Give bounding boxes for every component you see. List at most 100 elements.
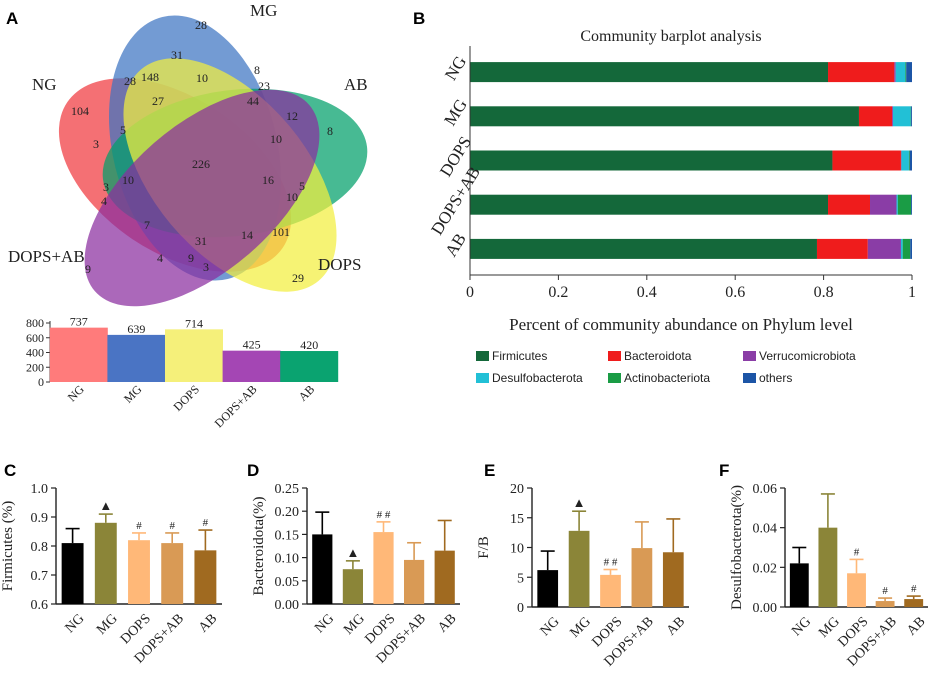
y-tick-label: 0.02 (753, 561, 778, 576)
legend-swatch (743, 351, 756, 361)
x-tick-label: AB (435, 611, 459, 635)
venn-region-value: 28 (124, 74, 136, 88)
stacked-bar-segment (906, 62, 912, 83)
bar (107, 334, 166, 382)
significance-mark: # (136, 520, 142, 532)
x-tick-label: NG (538, 614, 563, 639)
y-tick-label: 10 (510, 542, 524, 557)
y-axis-label: Bacteroidota(%) (251, 496, 267, 595)
bar (568, 530, 590, 607)
venn-region-value: 5 (120, 123, 126, 137)
chart-title: Community barplot analysis (580, 28, 761, 45)
x-tick-label: 0.4 (637, 284, 657, 301)
venn-region-value: 9 (188, 251, 194, 265)
data-label: 639 (127, 322, 145, 336)
stacked-bar-segment (832, 150, 901, 171)
bar (434, 550, 455, 604)
x-tick-label: DOPS (171, 382, 203, 414)
stacked-bar-segment (911, 194, 912, 215)
venn-region-value: 10 (122, 173, 134, 187)
x-tick-label: AB (904, 614, 928, 638)
bar (280, 351, 339, 382)
y-tick-label: 0.00 (753, 601, 778, 616)
y-tick-label: 400 (26, 346, 44, 360)
venn-region-values: 104 28 8 29 9 28 148 31 10 8 23 27 44 12… (71, 18, 333, 285)
x-tick-label: AB (664, 614, 688, 638)
venn-region-value: 23 (258, 79, 270, 93)
bar (312, 534, 333, 604)
legend-label: Desulfobacterota (492, 371, 583, 385)
stacked-bar-segment (858, 106, 893, 127)
bar (94, 522, 117, 604)
x-axis-label: Percent of community abundance on Phylum… (509, 315, 853, 334)
y-category-label: MG (440, 96, 471, 129)
x-tick-label: 0.6 (725, 284, 745, 301)
community-barplot: Community barplot analysisNGMGDOPSDOPS+A… (427, 28, 916, 385)
bar (194, 550, 217, 604)
stacked-bar-segment (894, 62, 896, 83)
significance-mark: ▲ (99, 498, 112, 513)
stacked-bar-segment (470, 194, 829, 215)
venn-region-value: 3 (203, 260, 209, 274)
stacked-bar-segment (902, 238, 911, 259)
bar (875, 601, 895, 607)
venn-label-dops: DOPS (318, 255, 361, 274)
venn-region-value: 10 (196, 71, 208, 85)
venn-region-value: 14 (241, 228, 253, 242)
significance-mark: # (911, 583, 917, 595)
legend-swatch (608, 351, 621, 361)
venn-region-value: 9 (85, 262, 91, 276)
bar (128, 540, 150, 604)
venn-label-ab: AB (344, 75, 368, 94)
x-tick-label: MG (341, 611, 368, 638)
x-tick-label: MG (94, 611, 121, 638)
venn-region-value: 44 (247, 94, 259, 108)
bar (222, 350, 281, 382)
significance-mark: # (882, 585, 888, 597)
venn-region-value: 101 (272, 225, 290, 239)
y-axis-label: Firmicutes (%) (0, 501, 16, 591)
venn-label-dopsab: DOPS+AB (8, 247, 85, 266)
stacked-bar-segment (470, 106, 859, 127)
significance-mark: # (169, 520, 175, 532)
y-axis-label: F/B (476, 536, 492, 559)
stacked-bar-segment (470, 238, 817, 259)
x-tick-label: NG (789, 614, 814, 639)
x-tick-label: DOPS+AB (212, 382, 260, 430)
stacked-bar-segment (828, 62, 895, 83)
panel-letter-b: B (413, 9, 425, 28)
y-tick-label: 1.0 (31, 482, 49, 497)
x-tick-label: 1 (908, 284, 916, 301)
y-tick-label: 0.7 (31, 569, 49, 584)
bar (342, 569, 363, 604)
stacked-bar-segment (908, 150, 910, 171)
legend-label: others (759, 371, 792, 385)
venn-region-value: 27 (152, 94, 164, 108)
legend-label: Verrucomicrobiota (759, 349, 856, 363)
venn-region-value: 10 (286, 190, 298, 204)
bar (600, 574, 621, 607)
venn-region-value: 148 (141, 70, 159, 84)
venn-region-value: 29 (292, 271, 304, 285)
x-tick-label: 0.8 (814, 284, 834, 301)
y-tick-label: 0.05 (275, 575, 300, 590)
venn-region-value: 16 (262, 173, 274, 187)
significance-mark: # (203, 517, 209, 529)
y-tick-label: 0.6 (31, 598, 49, 613)
venn-region-value: 3 (103, 180, 109, 194)
panel-letter-d: D (247, 461, 259, 480)
venn-region-value: 5 (299, 179, 305, 193)
significance-mark: # # (604, 557, 618, 569)
stacked-bar-segment (470, 62, 829, 83)
x-tick-label: MG (567, 614, 594, 641)
bar (904, 599, 924, 607)
stacked-bar-segment (470, 150, 833, 171)
y-tick-label: 0 (38, 375, 44, 389)
significance-mark: # # (377, 509, 391, 521)
stacked-bar-segment (905, 62, 907, 83)
bar (662, 552, 684, 607)
venn-region-value: 31 (195, 234, 207, 248)
venn-region-value: 10 (270, 132, 282, 146)
